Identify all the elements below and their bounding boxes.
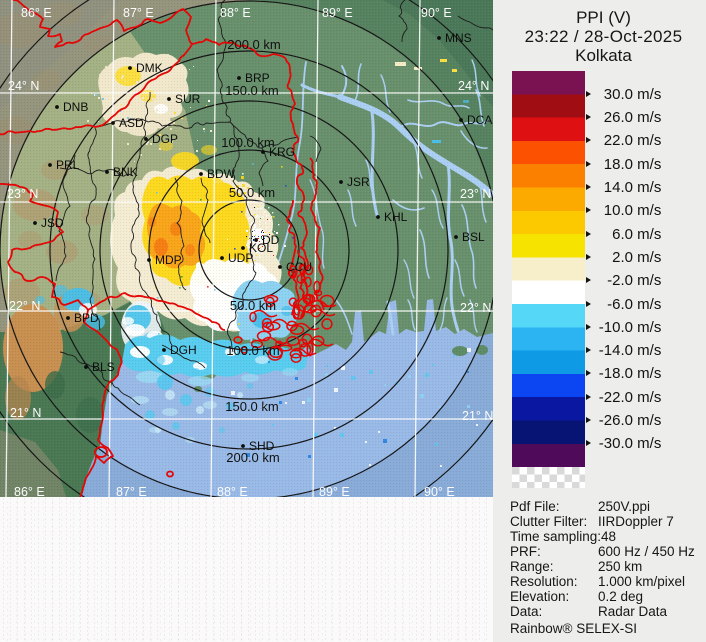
svg-text:100.0 km: 100.0 km bbox=[226, 343, 279, 358]
svg-text:100.0 km: 100.0 km bbox=[221, 135, 274, 150]
svg-text:KRG: KRG bbox=[269, 145, 295, 159]
svg-text:22° N: 22° N bbox=[9, 299, 40, 313]
svg-text:DGP: DGP bbox=[152, 132, 178, 146]
svg-text:DD: DD bbox=[262, 233, 280, 247]
svg-text:88° E: 88° E bbox=[220, 6, 251, 20]
svg-text:22° N: 22° N bbox=[460, 301, 491, 315]
svg-text:ASD: ASD bbox=[119, 116, 144, 130]
svg-text:90° E: 90° E bbox=[424, 485, 455, 497]
svg-text:89° E: 89° E bbox=[319, 485, 350, 497]
svg-text:KOL: KOL bbox=[249, 241, 273, 255]
svg-text:88° E: 88° E bbox=[217, 485, 248, 497]
svg-text:86° E: 86° E bbox=[14, 485, 45, 497]
svg-text:87° E: 87° E bbox=[123, 6, 154, 20]
svg-text:50.0 km: 50.0 km bbox=[230, 298, 276, 313]
svg-text:86° E: 86° E bbox=[21, 6, 52, 20]
svg-text:90° E: 90° E bbox=[421, 6, 452, 20]
svg-text:BLS: BLS bbox=[92, 360, 115, 374]
svg-text:DCA: DCA bbox=[467, 113, 492, 127]
svg-text:DNB: DNB bbox=[63, 100, 88, 114]
svg-text:JSR: JSR bbox=[347, 175, 370, 189]
svg-text:50.0 km: 50.0 km bbox=[229, 185, 275, 200]
svg-text:87° E: 87° E bbox=[116, 485, 147, 497]
svg-text:24° N: 24° N bbox=[8, 79, 39, 93]
svg-text:200.0 km: 200.0 km bbox=[227, 37, 280, 52]
svg-text:24° N: 24° N bbox=[458, 79, 489, 93]
svg-text:BNK: BNK bbox=[113, 165, 138, 179]
svg-text:JSD: JSD bbox=[41, 216, 64, 230]
svg-text:200.0 km: 200.0 km bbox=[226, 450, 279, 465]
svg-text:BDW: BDW bbox=[207, 167, 236, 181]
svg-text:DMK: DMK bbox=[136, 61, 163, 75]
svg-text:MNS: MNS bbox=[445, 31, 472, 45]
svg-text:BPD: BPD bbox=[74, 311, 99, 325]
svg-text:CCU: CCU bbox=[286, 260, 312, 274]
svg-text:UDP: UDP bbox=[228, 251, 253, 265]
svg-text:DGH: DGH bbox=[170, 343, 197, 357]
svg-text:KHL: KHL bbox=[384, 210, 408, 224]
svg-text:BSL: BSL bbox=[462, 230, 485, 244]
svg-text:23° N: 23° N bbox=[460, 187, 491, 201]
svg-text:PRL: PRL bbox=[56, 158, 80, 172]
svg-text:SHD: SHD bbox=[249, 439, 275, 453]
svg-text:MDP: MDP bbox=[155, 253, 182, 267]
svg-text:21° N: 21° N bbox=[10, 406, 41, 420]
svg-text:BRP: BRP bbox=[245, 71, 270, 85]
svg-text:89° E: 89° E bbox=[322, 6, 353, 20]
svg-text:23° N: 23° N bbox=[7, 187, 38, 201]
svg-text:SUR: SUR bbox=[175, 92, 201, 106]
svg-text:150.0 km: 150.0 km bbox=[225, 83, 278, 98]
svg-text:150.0 km: 150.0 km bbox=[225, 399, 278, 414]
svg-text:21° N: 21° N bbox=[462, 409, 493, 423]
